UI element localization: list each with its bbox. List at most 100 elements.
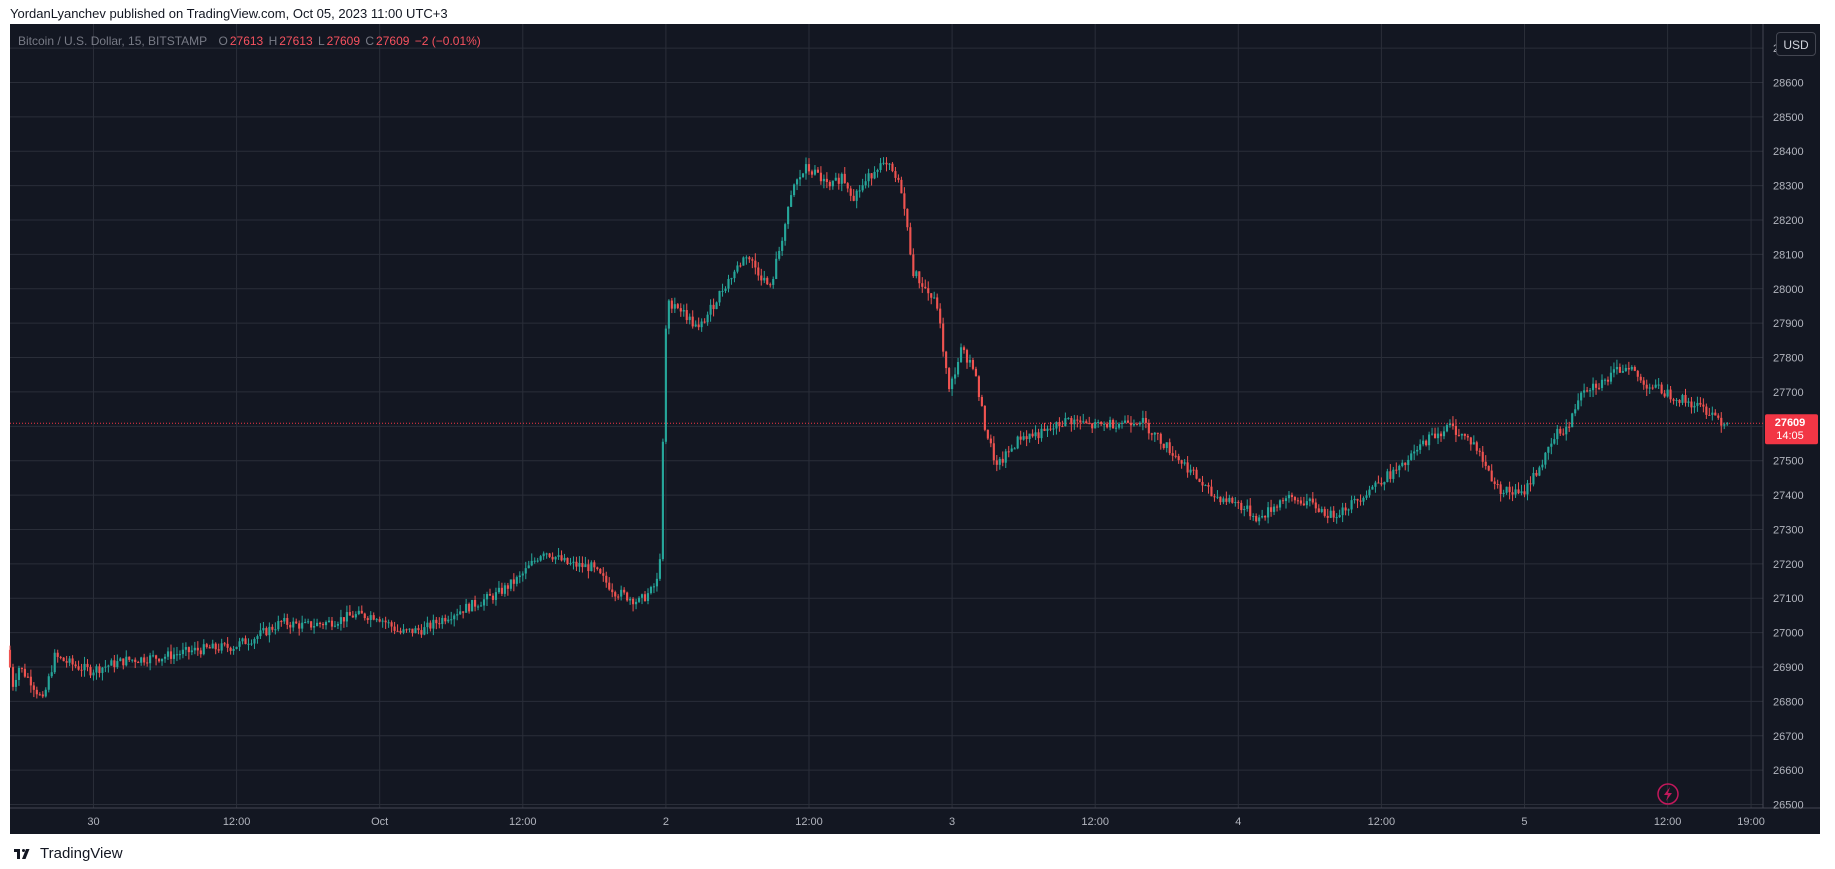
candle-body [131,659,134,661]
candle-body [292,621,295,628]
candle-body [930,293,933,298]
candle-body [11,667,15,687]
low-label: L [317,34,325,48]
candle-body [1422,440,1425,445]
candle-body [387,622,390,624]
candle-body [44,689,47,697]
candle-body [640,594,644,598]
candle-body [155,655,158,659]
candle-body [310,621,313,628]
candle-body [924,286,927,289]
y-tick-label: 26500 [1773,800,1804,812]
candle-body [354,614,357,618]
candle-body [1061,426,1064,428]
candle-body [1261,515,1264,518]
candle-body [649,587,653,594]
candle-body [1097,422,1100,424]
candle-body [1451,423,1455,427]
candle-body [301,622,304,629]
candle-body [202,644,205,655]
candle-body [494,592,498,600]
candle-body [858,190,861,192]
candle-body [885,162,888,165]
candle-body [772,279,775,285]
candle-body [1511,492,1514,495]
candle-body [667,300,670,329]
candle-body [1207,485,1210,487]
candle-body [658,559,661,579]
candle-body [739,265,742,267]
candle-body [813,169,817,175]
candle-body [1520,491,1523,494]
candle-body [694,324,697,327]
candle-body [760,275,763,281]
close-value: 27609 [376,34,410,48]
candle-body [232,648,235,651]
candle-body [1714,412,1717,416]
y-tick-label: 27800 [1773,353,1804,365]
candle-body [1583,390,1586,393]
candle-body [721,290,724,292]
candle-body [488,594,492,596]
candle-body [581,562,584,568]
candle-body [965,350,969,363]
chart-area[interactable] [10,24,1820,834]
candle-body [998,458,1001,465]
candle-body [730,278,733,280]
candle-body [1162,443,1165,449]
candle-body [98,666,101,673]
candle-body [423,627,426,635]
candle-body [152,655,155,657]
candle-body [1329,510,1332,518]
candle-body [974,368,978,377]
candle-body [313,626,316,628]
candle-body [1046,428,1049,431]
candle-body [951,378,954,390]
candle-body [1270,507,1273,512]
candle-body [1031,433,1034,437]
candle-body [506,585,509,589]
candle-body [274,629,277,631]
candle-body [927,288,930,294]
candle-body [775,258,778,280]
candle-body [670,300,673,309]
candle-body [560,555,563,561]
candle-body [1359,500,1362,502]
candle-body [524,568,527,574]
candle-body [1681,394,1684,403]
candle-body [1615,366,1618,370]
candle-body [542,553,545,557]
lightning-icon[interactable] [1657,783,1679,805]
candle-body [441,617,444,625]
candle-body [1135,423,1139,425]
candle-body [855,190,858,201]
candle-body [1571,413,1574,428]
candle-body [1460,433,1463,436]
candle-body [1374,482,1377,487]
candle-body [1043,428,1046,431]
candle-body [661,441,664,560]
candle-body [360,610,363,614]
candle-body [8,649,12,668]
candle-body [992,443,995,461]
candle-body [1123,420,1127,423]
candle-body [17,667,21,680]
candle-body [1618,366,1621,373]
candle-body [1275,506,1279,508]
candle-body [1368,489,1371,496]
candle-body [1109,419,1112,428]
candle-body [1726,423,1729,425]
candle-body [1496,484,1499,486]
candle-body [226,643,229,648]
open-label: O [218,34,228,48]
candle-body [50,672,53,677]
footer: TradingView [10,840,123,866]
candle-body [679,308,682,312]
candle-body [128,656,131,660]
candle-body [89,667,92,676]
candle-body [548,553,551,557]
candle-body [1484,461,1487,466]
candle-body [1502,492,1505,495]
currency-button[interactable]: USD [1776,32,1816,56]
